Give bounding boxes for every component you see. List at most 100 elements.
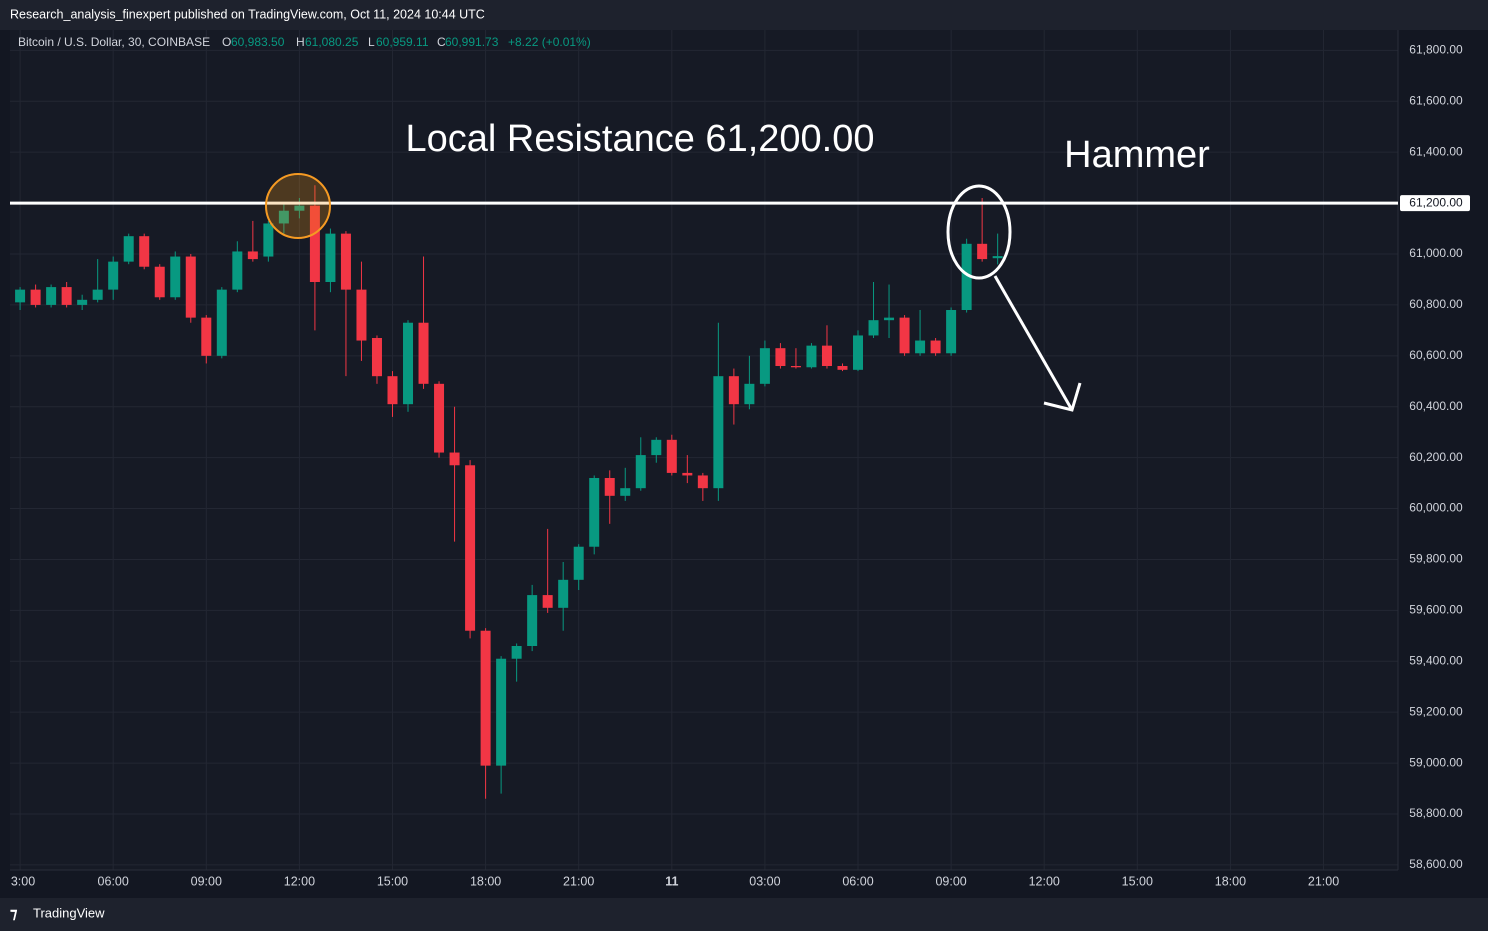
y-tick-label: 59,200.00 xyxy=(1409,704,1463,718)
y-tick-label: 59,000.00 xyxy=(1409,755,1463,769)
candle-body xyxy=(915,340,926,354)
h-label: H xyxy=(296,35,305,49)
candle-body xyxy=(356,289,367,341)
candle-body xyxy=(309,205,320,282)
x-tick-label: 3:00 xyxy=(11,874,35,888)
change: +8.22 (+0.01%) xyxy=(508,35,591,49)
candle-body xyxy=(371,338,382,377)
x-tick-label: 11 xyxy=(665,874,678,888)
candle-body xyxy=(961,243,972,310)
candle-body xyxy=(77,299,88,305)
close: 60,991.73 xyxy=(445,35,499,49)
candle-body xyxy=(992,256,1003,259)
y-tick-label: 59,400.00 xyxy=(1409,653,1463,667)
candle-body xyxy=(821,345,832,366)
candle-body xyxy=(853,335,864,370)
top-bar xyxy=(0,0,1488,30)
brand: TradingView xyxy=(33,905,105,920)
candle-body xyxy=(930,340,941,354)
candle-body xyxy=(728,376,739,405)
candle-body xyxy=(201,317,212,356)
candle-body xyxy=(558,579,569,608)
candle-body xyxy=(263,223,274,257)
price-tag-label: 61,200.00 xyxy=(1409,195,1463,209)
candle-body xyxy=(340,233,351,290)
candle-body xyxy=(185,256,196,318)
candle-body xyxy=(620,488,631,496)
x-tick-label: 03:00 xyxy=(749,874,780,888)
y-tick-label: 60,000.00 xyxy=(1409,501,1463,515)
y-tick-label: 60,600.00 xyxy=(1409,348,1463,362)
candle-body xyxy=(92,289,103,300)
candles xyxy=(15,185,1003,799)
candle-body xyxy=(216,289,227,356)
x-tick-label: 12:00 xyxy=(1029,874,1060,888)
x-tick-label: 18:00 xyxy=(1215,874,1246,888)
candle-body xyxy=(496,658,507,766)
x-tick-label: 21:00 xyxy=(1308,874,1339,888)
x-tick-label: 06:00 xyxy=(842,874,873,888)
candle-body xyxy=(418,322,429,384)
y-tick-label: 61,600.00 xyxy=(1409,93,1463,107)
candle-body xyxy=(899,317,910,354)
x-tick-label: 12:00 xyxy=(284,874,315,888)
annotation: Hammer xyxy=(1064,134,1210,176)
c-label: C xyxy=(437,35,446,49)
candle-body xyxy=(790,366,801,368)
candle-body xyxy=(868,320,879,336)
candle-body xyxy=(387,376,398,405)
x-tick-label: 15:00 xyxy=(377,874,408,888)
candle-body xyxy=(651,439,662,456)
candle-body xyxy=(278,210,289,224)
y-tick-label: 58,800.00 xyxy=(1409,806,1463,820)
candle-body xyxy=(604,478,615,496)
candle-body xyxy=(713,376,724,489)
footer-bar xyxy=(0,898,1488,931)
candle-body xyxy=(247,251,258,260)
symbol: Bitcoin / U.S. Dollar, 30, COINBASE xyxy=(18,35,210,49)
price-tag xyxy=(1400,195,1470,212)
candle-body xyxy=(465,465,476,631)
x-tick-label: 15:00 xyxy=(1122,874,1153,888)
candle-body xyxy=(697,475,708,489)
y-tick-label: 60,800.00 xyxy=(1409,297,1463,311)
candle-body xyxy=(806,345,817,368)
candle-body xyxy=(946,310,957,354)
candle-body xyxy=(294,205,305,211)
y-tick-label: 59,600.00 xyxy=(1409,603,1463,617)
low: 60,959.11 xyxy=(376,35,429,49)
arrow-head xyxy=(1043,382,1082,412)
candle-body xyxy=(139,236,150,267)
candle-body xyxy=(682,472,693,476)
candle-body xyxy=(46,287,57,305)
candle-body xyxy=(480,630,491,766)
x-tick-label: 21:00 xyxy=(563,874,594,888)
candle-body xyxy=(511,646,522,659)
o-label: O xyxy=(222,35,231,49)
logo: ⁊ xyxy=(10,905,18,922)
candle-body xyxy=(666,439,677,473)
y-tick-label: 58,600.00 xyxy=(1409,857,1463,871)
candle-body xyxy=(61,287,72,305)
candle-body xyxy=(434,383,445,453)
candle-body xyxy=(170,256,181,298)
hammer-ellipse xyxy=(946,184,1012,280)
legend: Bitcoin / U.S. Dollar, 30, COINBASE O 60… xyxy=(18,35,591,49)
candle-body xyxy=(635,455,646,489)
candle-body xyxy=(123,236,134,262)
x-tick-label: 06:00 xyxy=(98,874,129,888)
candle-body xyxy=(775,348,786,366)
candle-body xyxy=(15,289,26,303)
grid xyxy=(10,30,1398,870)
candle-body xyxy=(108,261,119,290)
l-label: L xyxy=(368,35,375,49)
candle-body xyxy=(744,383,755,405)
y-tick-label: 60,200.00 xyxy=(1409,450,1463,464)
y-tick-label: 59,800.00 xyxy=(1409,552,1463,566)
publisher: Research_analysis_finexpert published on… xyxy=(10,7,485,21)
x-tick-label: 18:00 xyxy=(470,874,501,888)
candle-body xyxy=(232,251,243,290)
candle-body xyxy=(325,233,336,282)
x-tick-label: 09:00 xyxy=(191,874,222,888)
